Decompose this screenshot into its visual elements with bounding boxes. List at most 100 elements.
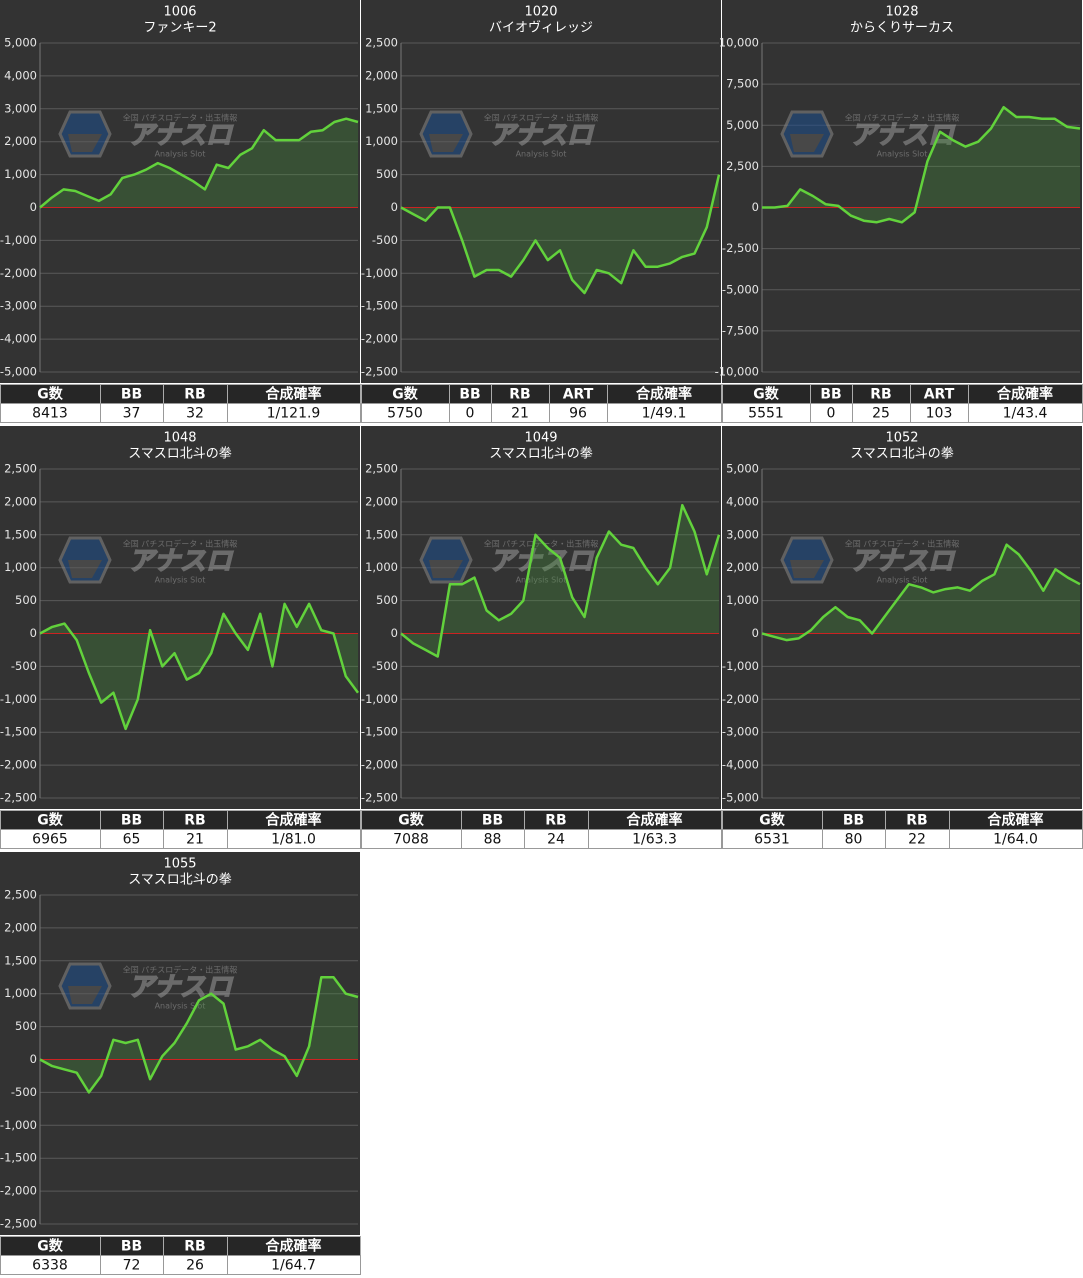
table-cell: 1/81.0 — [271, 832, 316, 848]
area — [762, 544, 1080, 641]
watermark-tagline: Analysis Slot — [155, 1002, 206, 1011]
y-tick-label: 500 — [376, 167, 398, 181]
line — [39, 976, 359, 1094]
y-tick-label: 2,500 — [4, 888, 37, 902]
watermark-tagline: Analysis Slot — [155, 150, 206, 159]
table-cell: 1/64.0 — [993, 832, 1038, 848]
table-cell-bg — [227, 403, 361, 423]
table-header: G数 — [37, 812, 63, 829]
y-tick-label: 1,500 — [4, 953, 37, 967]
y-tick-label: -500 — [11, 659, 37, 673]
table-cell: 1/63.3 — [632, 832, 677, 848]
y-tick-label: -5,000 — [0, 365, 37, 379]
y-tick-label: -500 — [11, 1085, 37, 1099]
table-header: BB — [843, 813, 864, 829]
y-tick-label: -1,000 — [361, 266, 398, 280]
table-header: BB — [459, 387, 480, 403]
table-header: 合成確率 — [627, 812, 683, 829]
table-header: RB — [509, 387, 530, 403]
watermark-caption: 全国 パチスロデータ・出玉情報 — [845, 539, 960, 549]
table-cell: 88 — [484, 832, 502, 848]
y-tick-label: 5,000 — [726, 462, 759, 476]
line — [400, 174, 721, 295]
y-tick-label: -2,500 — [0, 1217, 37, 1231]
table-cell: 72 — [123, 1258, 141, 1274]
y-tick-label: 1,500 — [365, 527, 398, 541]
y-tick-label: -3,000 — [0, 299, 37, 313]
panel-background — [722, 0, 1082, 383]
y-tick-label: -1,000 — [361, 692, 398, 706]
table-header: G数 — [37, 386, 63, 403]
table-header: RB — [184, 1239, 205, 1255]
y-tick-label: 7,500 — [726, 77, 759, 91]
y-tick-label: -7,500 — [722, 323, 759, 337]
y-tick-label: -2,500 — [361, 365, 398, 379]
watermark-logo-accent — [429, 560, 463, 578]
table-header: G数 — [398, 812, 424, 829]
line — [39, 117, 359, 209]
table-header: RB — [184, 813, 205, 829]
table-header: BB — [820, 387, 841, 403]
panel-background — [0, 852, 360, 1235]
chart-subtitle: スマスロ北斗の拳 — [850, 446, 954, 462]
area — [401, 174, 719, 293]
table-cell: 21 — [186, 832, 204, 848]
watermark-caption: 全国 パチスロデータ・出玉情報 — [845, 113, 960, 123]
watermark-tagline: Analysis Slot — [877, 576, 928, 585]
table-cell: 65 — [123, 832, 141, 848]
y-tick-label: 5,000 — [4, 36, 37, 50]
watermark-logo-accent — [68, 560, 102, 578]
y-tick-label: 1,000 — [4, 560, 37, 574]
table-header: 合成確率 — [997, 386, 1053, 403]
watermark-logo-text: アナスロ — [489, 547, 594, 577]
table-header: RB — [906, 813, 927, 829]
table-cell-bg — [227, 829, 361, 849]
watermark-caption: 全国 パチスロデータ・出玉情報 — [123, 965, 238, 975]
panel-background — [0, 426, 360, 809]
y-tick-label: 2,500 — [4, 462, 37, 476]
y-tick-label: -2,000 — [0, 758, 37, 772]
table-header: RB — [545, 813, 566, 829]
chart-title: 1049 — [524, 431, 557, 446]
y-tick-label: 1,000 — [365, 134, 398, 148]
y-tick-label: -500 — [372, 233, 398, 247]
watermark-caption: 全国 パチスロデータ・出玉情報 — [484, 113, 599, 123]
y-tick-label: -2,000 — [0, 266, 37, 280]
y-tick-label: 4,000 — [4, 68, 37, 82]
watermark-tagline: Analysis Slot — [516, 576, 567, 585]
table-header: G数 — [753, 386, 779, 403]
table-header: BB — [121, 387, 142, 403]
table-header: 合成確率 — [266, 1238, 322, 1255]
table-header: 合成確率 — [266, 386, 322, 403]
table-header: ART — [924, 387, 955, 403]
table-header: G数 — [759, 812, 785, 829]
y-tick-label: -2,500 — [361, 791, 398, 805]
y-tick-label: 2,000 — [365, 68, 398, 82]
y-tick-label: 2,500 — [726, 159, 759, 173]
watermark-logo-text: アナスロ — [128, 973, 233, 1003]
line — [39, 602, 360, 731]
y-tick-label: -1,000 — [0, 692, 37, 706]
table-cell: 5551 — [748, 406, 784, 422]
y-tick-label: 5,000 — [726, 118, 759, 132]
table-cell: 22 — [908, 832, 926, 848]
y-tick-label: -1,500 — [0, 725, 37, 739]
y-tick-label: 3,000 — [726, 527, 759, 541]
panel-background — [361, 426, 721, 809]
table-cell: 6965 — [32, 832, 68, 848]
table-header: RB — [870, 387, 891, 403]
table-cell: 8413 — [32, 406, 68, 422]
y-tick-label: 1,000 — [726, 593, 759, 607]
y-tick-label: 500 — [15, 593, 37, 607]
y-tick-label: -2,000 — [361, 758, 398, 772]
y-tick-label: 1,000 — [4, 986, 37, 1000]
